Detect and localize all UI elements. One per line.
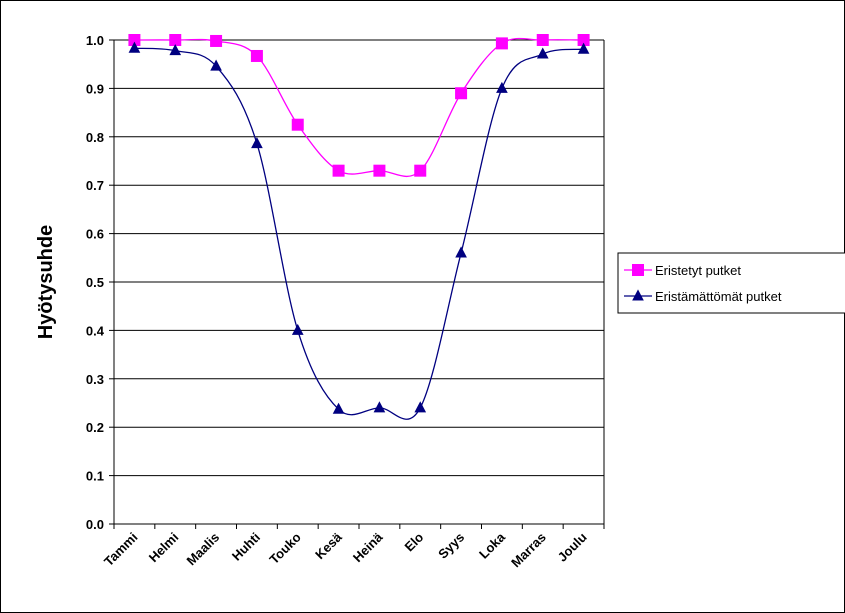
x-tick-label: Loka bbox=[476, 529, 509, 562]
y-tick-label: 0.5 bbox=[86, 275, 104, 290]
x-tick-label: Huhti bbox=[229, 530, 263, 564]
x-tick-label: Marras bbox=[508, 530, 549, 571]
y-tick-label: 0.0 bbox=[86, 517, 104, 532]
data-point-eristetyt bbox=[536, 34, 549, 46]
legend-label-eristetyt: Eristetyt putket bbox=[655, 263, 741, 278]
y-tick-label: 1.0 bbox=[86, 33, 104, 48]
data-point-eristamattomat bbox=[496, 81, 508, 93]
x-tick-labels: Tammi Helmi Maalis Huhti Touko Kesä Heinä Elo Sy… bbox=[101, 529, 590, 570]
x-tick-label: Maalis bbox=[183, 530, 222, 569]
legend: Eristetyt putket Eristämättömät putket bbox=[617, 252, 845, 314]
x-tick-label: Helmi bbox=[146, 530, 182, 566]
data-point-eristetyt bbox=[250, 49, 263, 62]
data-point-eristamattomat bbox=[455, 246, 467, 258]
data-point-eristetyt bbox=[169, 34, 182, 46]
x-tick-label: Elo bbox=[401, 529, 426, 554]
x-tick-label: Kesä bbox=[312, 529, 345, 562]
data-point-eristamattomat bbox=[332, 402, 345, 414]
y-tick-label: 0.9 bbox=[86, 81, 104, 96]
y-tick-label: 0.3 bbox=[86, 372, 104, 387]
data-point-eristetyt bbox=[414, 164, 427, 177]
data-point-eristamattomat bbox=[536, 47, 549, 59]
y-tick-label: 0.6 bbox=[86, 227, 104, 242]
data-point-eristamattomat bbox=[414, 401, 427, 413]
x-tick-label: Syys bbox=[435, 530, 467, 562]
series-layer bbox=[128, 34, 590, 420]
y-tick-labels: 0.0 0.1 0.2 0.3 0.4 0.5 0.6 0.7 0.8 0.9 1.0 bbox=[86, 33, 105, 532]
y-tick-label: 0.8 bbox=[86, 130, 104, 145]
y-tick-label: 0.1 bbox=[86, 469, 104, 484]
y-axis-label: Hyötysuhde bbox=[35, 225, 57, 339]
data-point-eristetyt bbox=[210, 34, 223, 47]
data-point-eristamattomat bbox=[291, 323, 304, 335]
legend-box bbox=[617, 252, 845, 314]
data-point-eristamattomat bbox=[169, 44, 182, 56]
data-point-eristamattomat bbox=[128, 41, 141, 53]
y-tick-label: 0.7 bbox=[86, 178, 104, 193]
y-tick-label: 0.4 bbox=[86, 323, 105, 338]
data-point-eristamattomat bbox=[373, 401, 386, 413]
data-point-eristetyt bbox=[495, 37, 508, 50]
x-tick-label: Touko bbox=[266, 529, 304, 567]
data-point-eristetyt bbox=[455, 87, 468, 100]
legend-marker-eristamattomat bbox=[632, 289, 644, 301]
y-tick-label: 0.2 bbox=[86, 420, 104, 435]
x-tick-label: Joulu bbox=[555, 529, 590, 564]
data-point-eristetyt bbox=[373, 164, 386, 177]
x-tick-label: Tammi bbox=[101, 530, 141, 570]
data-point-eristamattomat bbox=[251, 137, 263, 149]
data-point-eristetyt bbox=[332, 164, 345, 177]
data-point-eristamattomat bbox=[210, 59, 222, 71]
x-tick-label: Heinä bbox=[350, 529, 386, 565]
data-point-eristetyt bbox=[291, 118, 304, 131]
legend-marker-eristetyt bbox=[632, 264, 644, 276]
data-point-eristamattomat bbox=[577, 42, 590, 54]
legend-label-eristamattomat: Eristämättömät putket bbox=[655, 289, 782, 304]
axes bbox=[109, 39, 605, 529]
